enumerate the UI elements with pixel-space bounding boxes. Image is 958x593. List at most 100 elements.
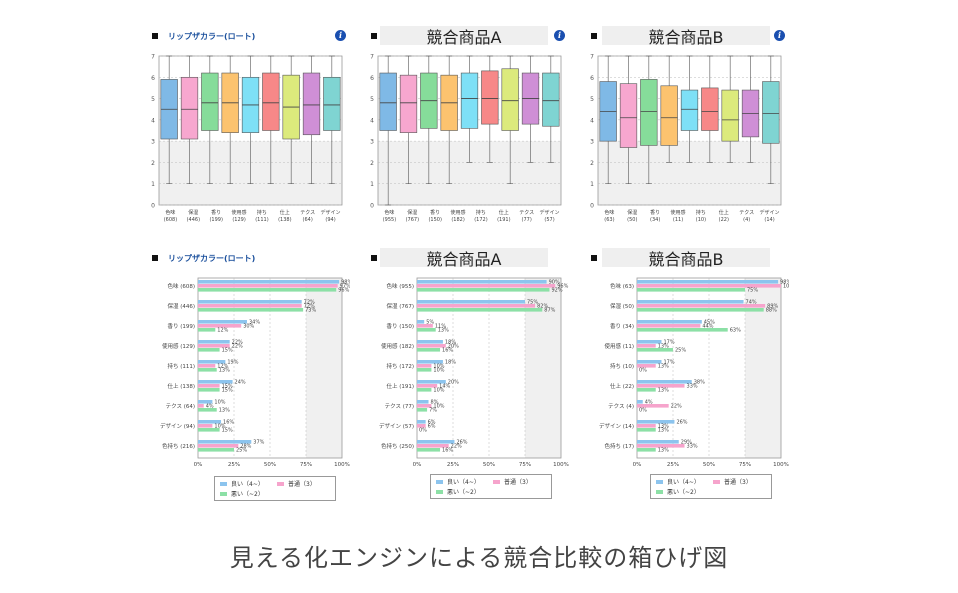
legend: 良い（4~） 普通（3） 悪い（~2） — [430, 474, 552, 499]
bar-value-label: 13% — [658, 387, 669, 393]
info-icon[interactable]: i — [774, 30, 785, 41]
bar — [417, 340, 443, 344]
bullet-icon — [152, 255, 158, 261]
panel-header: リップザカラー(ロート) — [146, 248, 255, 268]
bar-value-label: 98% — [341, 279, 350, 285]
bar-value-label: 16% — [223, 419, 234, 425]
bar-value-label: 22% — [232, 339, 243, 345]
y-tick-label: 3 — [370, 139, 374, 146]
bar-value-label: 12% — [217, 363, 228, 369]
x-tick-label: 保湿 — [407, 209, 417, 216]
bar — [417, 360, 443, 364]
bar-value-label: 74% — [746, 299, 757, 305]
x-tick-label: 50% — [703, 462, 715, 468]
bar-value-label: 0% — [639, 367, 647, 373]
box-item — [379, 55, 397, 206]
bar — [637, 364, 656, 368]
bar-value-label: 13% — [658, 447, 669, 453]
category-label: 香り (199) — [167, 322, 195, 330]
x-tick-label: (138) — [278, 217, 291, 223]
x-tick-label: 仕上 — [280, 209, 290, 216]
panel-title: 競合商品A — [380, 248, 548, 269]
bar-value-label: 17% — [663, 339, 674, 345]
x-tick-label: 持ち — [476, 209, 486, 216]
bar-chart: 0%25%50%75%100%色味 (63)98%100%75%保湿 (50)7… — [599, 277, 789, 468]
bar — [198, 308, 304, 312]
bar — [417, 280, 547, 284]
x-tick-label: 色味 — [384, 209, 394, 216]
box-item — [420, 55, 438, 185]
bar — [417, 288, 550, 292]
legend-swatch — [436, 479, 443, 484]
panel-header — [585, 248, 607, 268]
bar-value-label: 37% — [253, 439, 264, 445]
x-tick-label: デザイン — [540, 209, 560, 216]
bar-value-label: 20% — [448, 343, 459, 349]
legend-swatch — [277, 481, 284, 486]
bar — [417, 424, 426, 428]
box-body — [762, 81, 780, 144]
y-tick-label: 1 — [151, 181, 155, 188]
bar — [637, 444, 685, 448]
boxplot-chart: 0 1 2 3 4 5 6 7 色味(63) 保湿(50) 香り(34) 使用感(11) 持ち(10) 仕… — [590, 54, 782, 223]
bar-value-label: 26% — [676, 419, 687, 425]
legend-item-good: 良い（4~） — [220, 479, 264, 488]
x-tick-label: (129) — [232, 217, 245, 223]
category-label: 色味 (608) — [167, 282, 195, 290]
x-tick-label: (191) — [497, 217, 510, 223]
bar — [198, 384, 220, 388]
bar-value-label: 19% — [227, 359, 238, 365]
bar-value-label: 13% — [658, 423, 669, 429]
bar — [637, 384, 685, 388]
panel-title: 競合商品B — [602, 26, 770, 47]
bar-value-label: 89% — [767, 303, 778, 309]
bar-value-label: 33% — [687, 383, 698, 389]
bar-value-label: 13% — [658, 363, 669, 369]
box-item — [241, 55, 260, 185]
box-item — [640, 55, 658, 185]
legend-swatch — [656, 489, 663, 494]
category-label: 仕上 (191) — [386, 382, 414, 390]
x-tick-label: 50% — [264, 462, 276, 468]
bar-value-label: 100% — [783, 283, 789, 289]
y-tick-label: 6 — [590, 75, 594, 82]
x-tick-label: 0% — [194, 462, 203, 468]
figure-caption: 見える化エンジンによる競合比較の箱ひげ図 — [229, 544, 729, 572]
y-tick-label: 7 — [151, 54, 155, 61]
x-tick-label: テクス — [300, 210, 315, 216]
info-icon[interactable]: i — [335, 30, 346, 41]
box-body — [680, 89, 699, 131]
legend-item-normal: 普通（3） — [713, 477, 752, 486]
bar-value-label: 0% — [639, 407, 647, 413]
panel-title: リップザカラー(ロート) — [168, 31, 256, 41]
x-tick-label: 香り — [211, 209, 221, 216]
info-icon[interactable]: i — [554, 30, 565, 41]
category-label: 色味 (63) — [610, 282, 634, 290]
bar-value-label: 98% — [780, 279, 789, 285]
y-tick-label: 4 — [370, 117, 374, 124]
box-body — [399, 74, 418, 133]
x-tick-label: 香り — [430, 209, 440, 216]
category-label: 持ち (172) — [386, 362, 414, 370]
bar-value-label: 10% — [214, 399, 225, 405]
panel-header: リップザカラー(ロート) — [146, 26, 255, 46]
x-tick-label: 75% — [519, 462, 531, 468]
panel-title: 競合商品B — [602, 248, 770, 269]
bar-value-label: 26% — [456, 439, 467, 445]
box-body — [460, 72, 479, 129]
bar-value-label: 13% — [438, 327, 449, 333]
bar — [198, 404, 204, 408]
bar — [198, 420, 222, 424]
bar — [198, 348, 220, 352]
bar — [637, 404, 669, 408]
bar-value-label: 5% — [426, 319, 434, 325]
bar — [637, 380, 692, 384]
bar-value-label: 15% — [222, 347, 233, 353]
bar — [637, 280, 779, 284]
bar-value-label: 20% — [448, 379, 459, 385]
bar — [198, 320, 247, 324]
x-tick-label: (608) — [164, 217, 177, 223]
bar — [417, 368, 432, 372]
bar-value-label: 24% — [235, 379, 246, 385]
box-body — [640, 79, 658, 146]
